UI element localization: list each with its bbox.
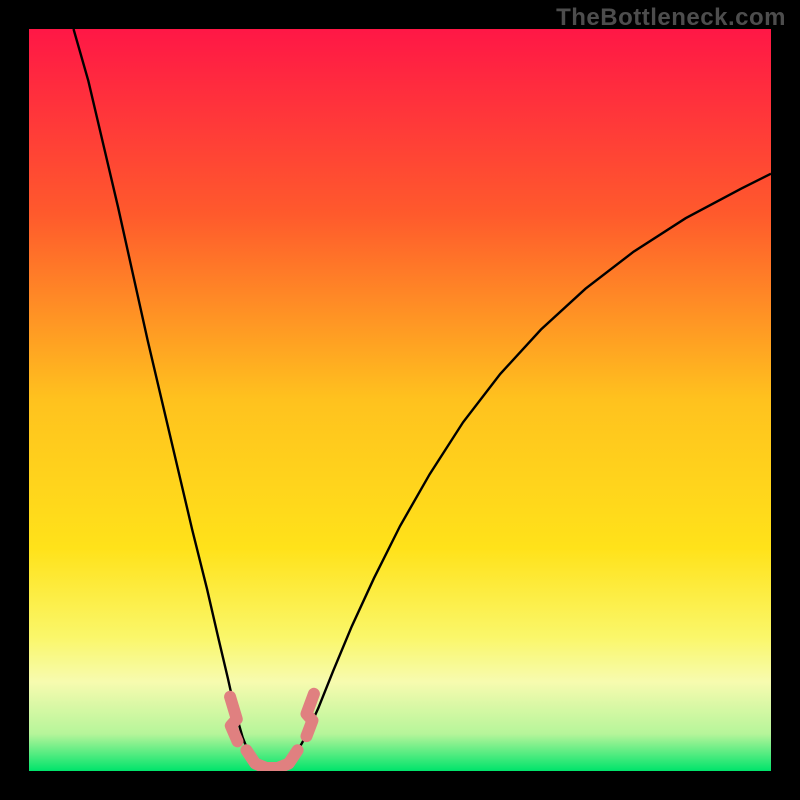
bottleneck-curve-chart bbox=[0, 0, 800, 800]
chart-stage: TheBottleneck.com bbox=[0, 0, 800, 800]
marker-group-2 bbox=[307, 694, 314, 736]
marker-group-0 bbox=[230, 697, 237, 742]
plot-background bbox=[29, 29, 771, 771]
